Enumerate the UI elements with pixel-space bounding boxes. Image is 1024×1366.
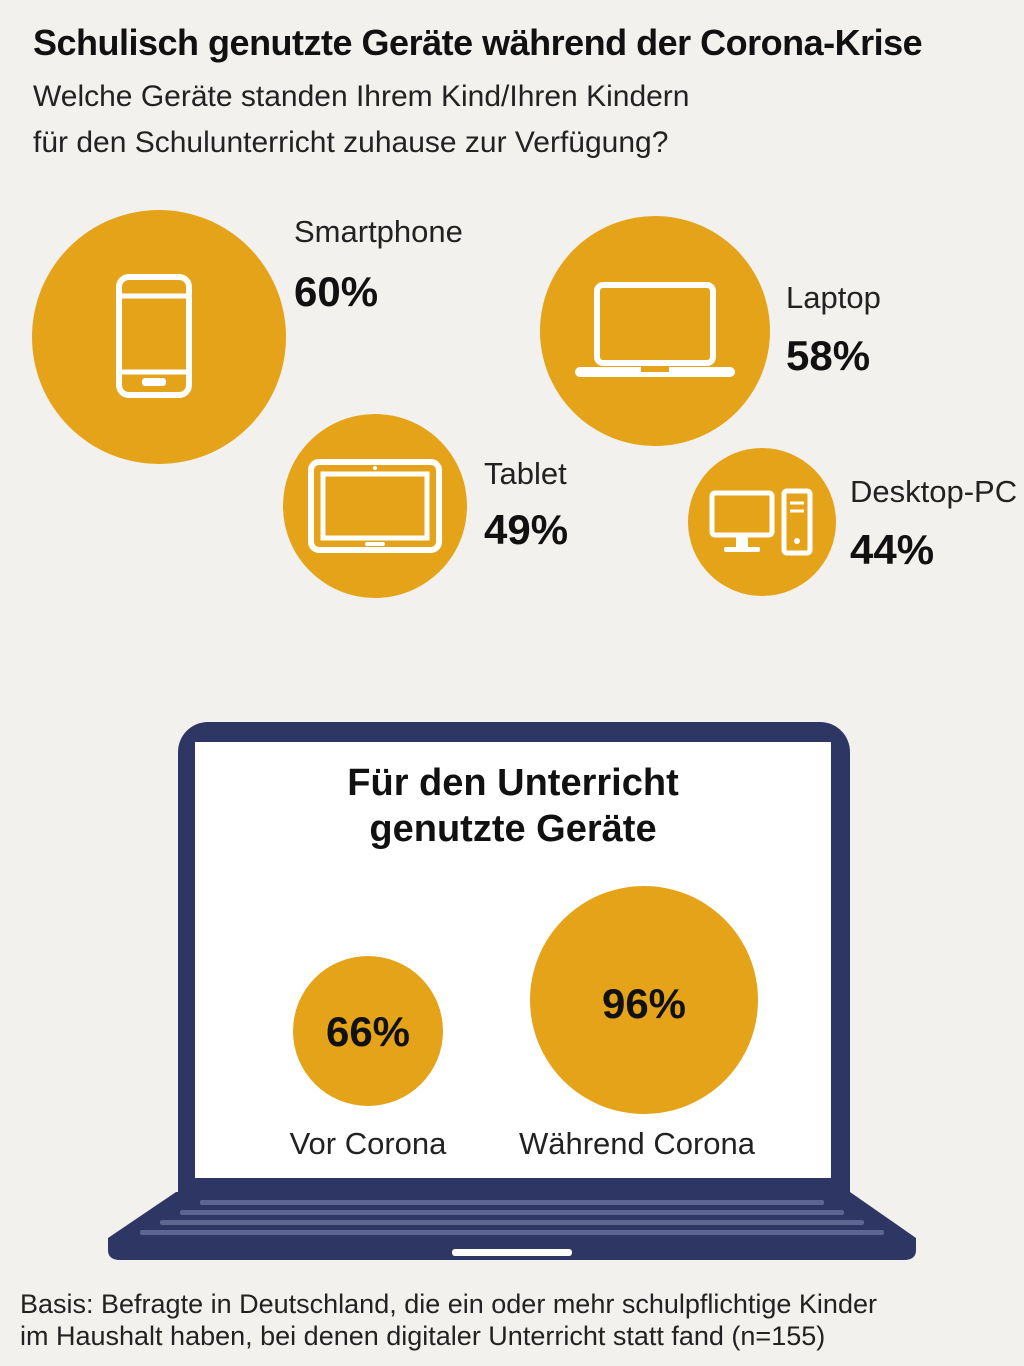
desktop-pc-bubble: [688, 448, 836, 596]
subtitle-line-1: Welche Geräte standen Ihrem Kind/Ihren K…: [33, 80, 690, 113]
device-value-laptop: 58%: [786, 332, 871, 379]
smartphone-icon: [116, 274, 192, 398]
tablet-bubble: [283, 414, 467, 598]
laptop-icon: [575, 282, 735, 377]
comparison-title: Für den Unterricht genutzte Geräte: [195, 760, 831, 852]
comparison-value-waehrend-corona: 96%: [601, 980, 687, 1027]
comparison-bubble-vor-corona: [293, 956, 443, 1106]
footnote-line-1: Basis: Befragte in Deutschland, die ein …: [20, 1289, 877, 1319]
smartphone-bubble: [32, 210, 286, 464]
comparison-value-vor-corona: 66%: [325, 1008, 411, 1055]
comparison-title-line-2: genutzte Geräte: [369, 808, 657, 850]
desktop-pc-icon: [709, 488, 813, 556]
tablet-icon: [308, 459, 442, 553]
device-value-tablet: 49%: [484, 506, 569, 553]
device-value-desktop-pc: 44%: [850, 526, 935, 573]
comparison-label-vor-corona: Vor Corona: [289, 1126, 447, 1161]
laptop-bubble: [540, 216, 770, 446]
device-label-smartphone: Smartphone: [294, 214, 463, 249]
comparison-title-line-1: Für den Unterricht: [347, 762, 679, 804]
device-value-smartphone: 60%: [294, 268, 379, 315]
subtitle-line-2: für den Schulunterricht zuhause zur Verf…: [33, 126, 669, 159]
device-label-tablet: Tablet: [484, 456, 567, 491]
footnote-line-2: im Haushalt haben, bei denen digitaler U…: [20, 1321, 826, 1351]
device-label-laptop: Laptop: [786, 280, 881, 315]
comparison-label-waehrend-corona: Während Corona: [518, 1126, 756, 1161]
device-label-desktop-pc: Desktop-PC: [850, 474, 1018, 509]
footnote: Basis: Befragte in Deutschland, die ein …: [20, 1288, 877, 1352]
comparison-bubble-waehrend-corona: [530, 886, 758, 1114]
chart-title: Schulisch genutzte Geräte während der Co…: [33, 22, 923, 63]
